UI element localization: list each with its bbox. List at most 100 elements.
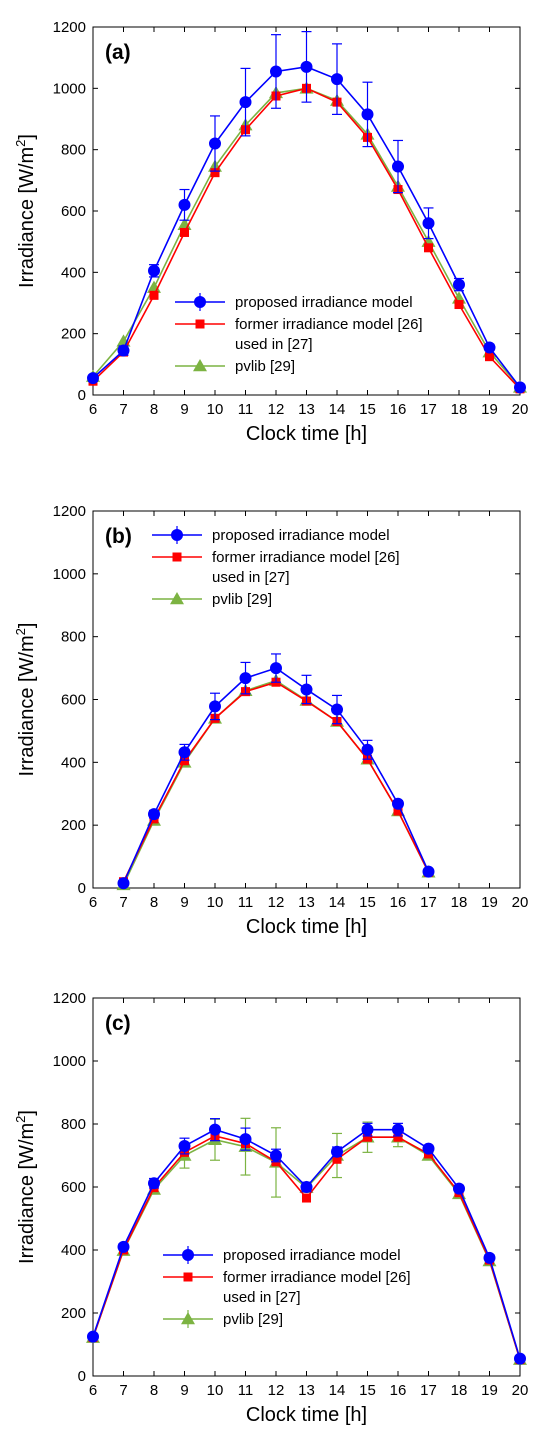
data-point [302,1193,311,1203]
legend-entry: used in [27] [212,569,290,586]
legend: proposed irradiance model former irradian… [163,1246,411,1328]
y-axis-label-main: Irradiance [W/m [16,147,38,288]
data-point [361,108,374,121]
x-tick-label: 14 [329,894,346,911]
x-tick-label: 20 [512,401,529,418]
x-tick-label: 9 [180,401,188,418]
y-tick-label: 400 [61,754,86,771]
x-tick-label: 8 [150,1382,158,1399]
x-tick-label: 16 [390,401,407,418]
data-point [483,341,496,354]
data-point [392,1123,404,1136]
legend-entry: pvlib [29] [223,1311,283,1328]
y-tick-label: 1000 [53,1053,86,1070]
data-point [178,1140,191,1153]
x-tick-label: 15 [359,401,376,418]
data-point [210,168,220,178]
data-point [300,60,313,73]
panel-label: (a) [105,41,131,64]
data-point [392,797,404,810]
y-axis-label-main: Irradiance [W/m [16,635,38,776]
legend-marker [182,1249,194,1261]
data-point [363,1132,372,1142]
y-tick-label: 600 [61,203,86,220]
data-point [422,865,435,878]
x-tick-label: 10 [207,401,224,418]
series-triangle [86,1117,527,1365]
y-tick-label: 400 [61,1242,86,1259]
x-tick-label: 11 [238,894,254,911]
chart-panel-3: 6 7 8 9 10 11 12 13 14 15 16 17 18 19 2002004006008001… [13,990,528,1426]
x-tick-label: 7 [119,894,127,911]
data-point [148,264,160,277]
data-point [393,1132,403,1142]
data-point [331,703,343,716]
x-tick-label: 12 [268,894,285,911]
x-tick-label: 6 [89,894,97,911]
x-tick-label: 11 [238,1382,254,1399]
y-axis-label: Irradiance [W/m2] [13,1110,38,1264]
y-tick-label: 0 [78,880,86,897]
series-circle [117,653,435,890]
y-tick-label: 800 [61,1116,86,1133]
y-axis-label-tail: ] [16,134,38,140]
y-tick-label: 1200 [53,990,86,1007]
x-tick-label: 17 [420,894,437,911]
x-tick-label: 20 [512,894,529,911]
data-point [149,290,159,300]
x-tick-label: 17 [420,1382,437,1399]
data-point [454,300,464,310]
x-tick-label: 13 [298,401,315,418]
y-tick-label: 1000 [53,566,86,583]
data-point [514,381,526,394]
y-tick-label: 1000 [53,80,86,97]
x-tick-label: 19 [481,1382,498,1399]
y-axis-label-sup: 2 [13,628,28,635]
y-axis-label-sup: 2 [13,1116,28,1123]
data-point [453,278,465,291]
legend-entry: former irradiance model [26] [223,1269,411,1286]
y-tick-label: 400 [61,264,86,281]
data-point [117,877,130,890]
data-point [180,756,189,766]
data-point [453,1182,465,1195]
legend-marker [183,1272,193,1282]
y-axis-label: Irradiance [W/m2] [13,134,38,288]
x-tick-label: 16 [390,1382,407,1399]
x-tick-label: 9 [180,1382,188,1399]
x-tick-label: 12 [268,1382,285,1399]
y-axis-label-tail: ] [16,1110,38,1116]
x-tick-label: 15 [359,894,376,911]
data-point [209,137,221,150]
data-point [239,1133,252,1146]
legend-entry: proposed irradiance model [212,527,390,544]
y-tick-label: 200 [61,817,86,834]
y-tick-label: 0 [78,1368,86,1385]
legend-marker [171,529,183,541]
legend-entry: former irradiance model [26] [212,549,400,566]
y-tick-label: 0 [78,387,86,404]
x-tick-label: 12 [268,401,285,418]
y-axis-label-tail: ] [16,623,38,629]
x-tick-label: 9 [180,894,188,911]
y-axis-label-main: Irradiance [W/m [16,1123,38,1264]
data-point [270,662,282,675]
x-tick-label: 13 [298,894,315,911]
x-tick-label: 14 [329,1382,346,1399]
legend-marker [195,319,205,329]
legend-entry: proposed irradiance model [223,1247,401,1264]
y-tick-label: 600 [61,692,86,709]
legend-marker [193,359,207,372]
legend-marker [194,296,206,308]
legend-entry: pvlib [29] [235,358,295,375]
chart-panel-1: 6 7 8 9 10 11 12 13 14 15 16 17 18 19 2002004006008001… [13,19,528,445]
series-line [122,667,430,884]
y-tick-label: 1200 [53,19,86,36]
legend: proposed irradiance model former irradian… [152,526,400,608]
x-tick-label: 6 [89,401,97,418]
data-point [422,217,435,230]
data-point [331,1145,343,1158]
data-point [300,683,313,696]
legend-marker [181,1312,195,1325]
